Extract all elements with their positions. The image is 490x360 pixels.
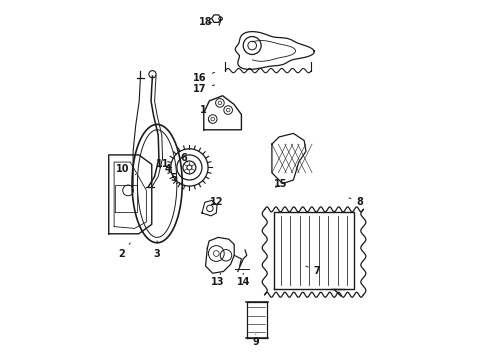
Text: 16: 16 — [194, 72, 215, 83]
Text: 5: 5 — [170, 173, 180, 183]
Text: 3: 3 — [154, 241, 161, 258]
Text: 15: 15 — [274, 179, 288, 189]
Text: 7: 7 — [306, 266, 320, 276]
Text: 17: 17 — [194, 84, 215, 94]
Text: 11: 11 — [156, 159, 169, 169]
Text: 10: 10 — [116, 164, 136, 175]
Text: 4: 4 — [165, 164, 176, 176]
Text: 9: 9 — [252, 334, 259, 347]
Text: 1: 1 — [200, 105, 210, 122]
Text: 2: 2 — [118, 243, 130, 258]
Text: 14: 14 — [237, 273, 250, 287]
Text: 18: 18 — [199, 17, 212, 27]
Text: 8: 8 — [349, 197, 363, 207]
Text: 6: 6 — [181, 153, 188, 163]
Text: 12: 12 — [210, 197, 223, 207]
Text: 13: 13 — [211, 273, 225, 287]
